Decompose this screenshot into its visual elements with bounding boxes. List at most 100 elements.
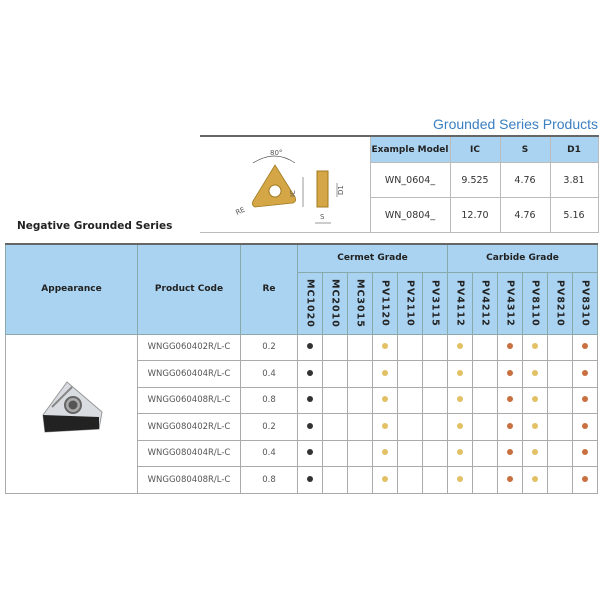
insert-image <box>5 333 138 494</box>
grade-cell <box>322 466 348 494</box>
grade-cell <box>547 360 574 388</box>
grade-header-pv4312: PV4312 <box>497 271 524 335</box>
grade-header-mc1020: MC1020 <box>297 271 323 335</box>
grade-cell <box>522 360 549 388</box>
d1-label: D1 <box>337 185 345 195</box>
grade-label: PV2110 <box>404 279 416 327</box>
grade-cell <box>522 466 549 494</box>
grade-label: MC3015 <box>354 278 366 328</box>
grade-header-pv8110: PV8110 <box>522 271 549 335</box>
orange-dot-icon <box>582 343 589 350</box>
yellow-dot-icon <box>532 475 539 482</box>
header-d1: D1 <box>549 135 599 163</box>
spec-table: 80° RE IC D1 S Example Model IC S D1 WN_… <box>200 135 599 233</box>
grade-header-mc2010: MC2010 <box>322 271 348 335</box>
orange-dot-icon <box>507 369 514 376</box>
product-code-cell: WNGG060402R/L-C <box>137 333 241 361</box>
grade-cell <box>322 333 348 361</box>
grade-header-pv2110: PV2110 <box>397 271 423 335</box>
grade-header-pv4112: PV4112 <box>447 271 474 335</box>
s-cell: 4.76 <box>499 197 551 233</box>
grade-cell <box>347 439 373 467</box>
grade-cell <box>472 360 499 388</box>
product-code-cell: WNGG080404R/L-C <box>137 439 241 467</box>
header-example-model: Example Model <box>369 135 451 163</box>
yellow-dot-icon <box>532 343 539 350</box>
re-cell: 0.8 <box>240 386 298 414</box>
header-cermet-grade: Cermet Grade <box>296 243 449 273</box>
s-cell: 4.76 <box>499 162 551 198</box>
orange-dot-icon <box>507 449 514 456</box>
grade-cell <box>421 386 449 414</box>
grade-cell <box>522 333 549 361</box>
dark-dot-icon <box>307 343 313 350</box>
table-row: WNGG080408R/L-C 0.8 <box>6 466 599 494</box>
grade-header-pv1120: PV1120 <box>372 271 398 335</box>
grade-cell <box>497 466 524 494</box>
grade-cell <box>547 466 574 494</box>
grade-cell <box>347 360 373 388</box>
model-cell: WN_0604_ <box>369 162 451 198</box>
grade-cell <box>547 413 574 441</box>
grade-cell <box>547 333 574 361</box>
grade-header-pv4212: PV4212 <box>472 271 499 335</box>
dark-dot-icon <box>307 369 313 376</box>
yellow-dot-icon <box>457 475 464 482</box>
ic-cell: 9.525 <box>449 162 501 198</box>
grade-label: PV8310 <box>579 279 591 327</box>
header-re: Re <box>240 243 298 335</box>
orange-dot-icon <box>582 369 589 376</box>
s-label: S <box>320 213 325 221</box>
table-row: WNGG080402R/L-C 0.2 <box>6 413 599 441</box>
orange-dot-icon <box>507 396 514 403</box>
grade-cell <box>497 439 524 467</box>
orange-dot-icon <box>507 422 514 429</box>
grade-cell <box>472 333 499 361</box>
grade-cell <box>372 413 398 441</box>
grade-label: PV4112 <box>454 279 466 327</box>
yellow-dot-icon <box>382 396 388 403</box>
grade-cell <box>497 333 524 361</box>
orange-dot-icon <box>582 449 589 456</box>
grade-cell <box>372 360 398 388</box>
grade-cell <box>447 386 474 414</box>
grade-cell <box>522 386 549 414</box>
dark-dot-icon <box>307 475 313 482</box>
header-ic: IC <box>449 135 501 163</box>
grade-cell <box>347 413 373 441</box>
grade-cell <box>322 386 348 414</box>
grade-cell <box>397 466 423 494</box>
grade-label: MC2010 <box>329 278 341 328</box>
grade-cell <box>572 386 599 414</box>
re-label: RE <box>234 205 246 216</box>
grades-table: Appearance Product Code Re Cermet Grade … <box>5 243 599 494</box>
grade-cell <box>397 439 423 467</box>
grade-cell <box>397 333 423 361</box>
header-s: S <box>499 135 551 163</box>
table-row: WNGG060402R/L-C 0.2 <box>5 333 599 494</box>
dark-dot-icon <box>307 422 313 429</box>
dark-dot-icon <box>307 396 313 403</box>
grade-cell <box>322 413 348 441</box>
header-product-code: Product Code <box>137 243 241 335</box>
orange-dot-icon <box>582 475 589 482</box>
yellow-dot-icon <box>382 475 388 482</box>
yellow-dot-icon <box>382 369 388 376</box>
product-code-cell: WNGG080402R/L-C <box>137 413 241 441</box>
grade-cell <box>572 360 599 388</box>
grade-cell <box>447 466 474 494</box>
table-row: WNGG080404R/L-C 0.4 <box>6 439 599 467</box>
header-carbide-grade: Carbide Grade <box>447 243 599 273</box>
ic-cell: 12.70 <box>449 197 501 233</box>
orange-dot-icon <box>507 343 514 350</box>
grade-cell <box>522 439 549 467</box>
grade-cell <box>421 439 449 467</box>
grade-cell <box>372 466 398 494</box>
grade-cell <box>522 413 549 441</box>
yellow-dot-icon <box>532 422 539 429</box>
grade-cell <box>421 413 449 441</box>
products-title: Grounded Series Products <box>433 116 598 132</box>
grade-cell <box>297 360 323 388</box>
grade-cell <box>447 360 474 388</box>
yellow-dot-icon <box>532 449 539 456</box>
